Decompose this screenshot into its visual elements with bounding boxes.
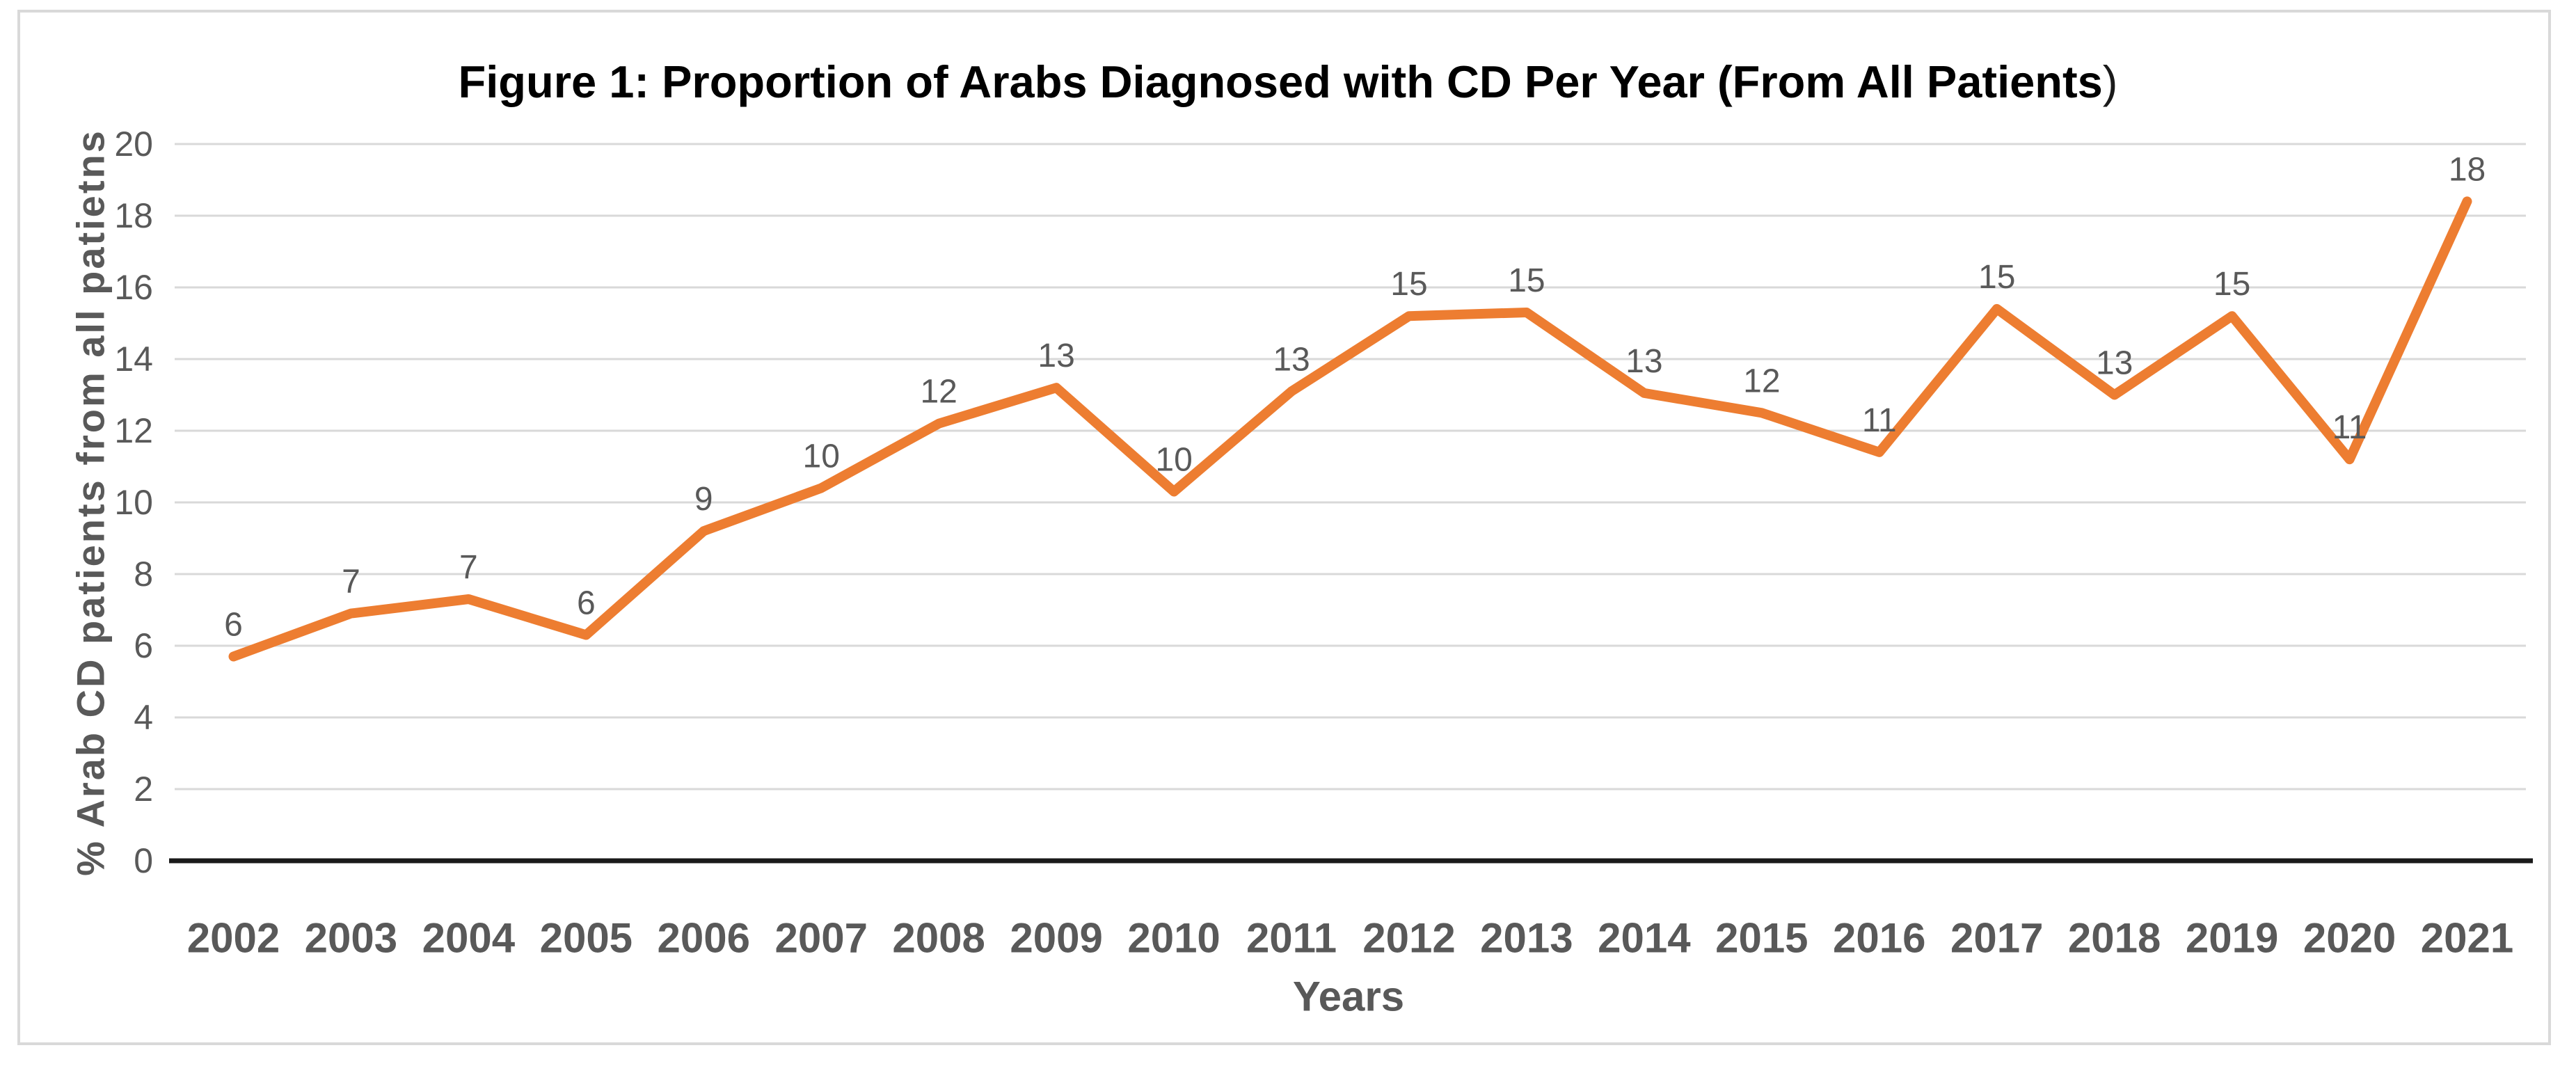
x-tick-label: 2021 bbox=[2421, 915, 2513, 962]
x-tick-label: 2016 bbox=[1833, 915, 1925, 962]
x-tick-label: 2011 bbox=[1246, 915, 1337, 962]
x-tick-label: 2019 bbox=[2186, 915, 2278, 962]
x-tick-label: 2003 bbox=[305, 915, 397, 962]
data-label: 13 bbox=[1273, 341, 1310, 378]
x-tick-label: 2005 bbox=[540, 915, 633, 962]
data-label: 7 bbox=[342, 564, 360, 601]
chart-outer-border bbox=[17, 10, 2551, 1045]
y-tick-label: 8 bbox=[134, 555, 153, 594]
data-label: 11 bbox=[1862, 402, 1897, 439]
x-tick-label: 2018 bbox=[2068, 915, 2161, 962]
x-tick-label: 2017 bbox=[1950, 915, 2043, 962]
data-label: 9 bbox=[694, 481, 713, 518]
data-label: 12 bbox=[920, 374, 957, 411]
y-tick-label: 4 bbox=[134, 698, 153, 737]
data-label: 13 bbox=[2096, 345, 2133, 382]
data-label: 7 bbox=[459, 549, 478, 586]
y-tick-label: 18 bbox=[114, 196, 153, 235]
x-tick-label: 2004 bbox=[422, 915, 516, 962]
data-label: 18 bbox=[2449, 151, 2486, 188]
x-tick-label: 2007 bbox=[774, 915, 867, 962]
x-tick-label: 2002 bbox=[187, 915, 280, 962]
data-label: 6 bbox=[577, 585, 596, 622]
data-label: 12 bbox=[1743, 363, 1780, 399]
data-label: 10 bbox=[1155, 442, 1192, 479]
data-label: 15 bbox=[1390, 266, 1427, 303]
data-label: 15 bbox=[1978, 259, 2015, 296]
x-axis-title: Years bbox=[1292, 973, 1405, 1020]
x-tick-label: 2009 bbox=[1010, 915, 1102, 962]
chart-title: Figure 1: Proportion of Arabs Diagnosed … bbox=[0, 57, 2576, 107]
y-tick-label: 2 bbox=[134, 770, 153, 809]
y-tick-label: 14 bbox=[114, 340, 153, 379]
data-label: 13 bbox=[1037, 337, 1074, 374]
x-tick-label: 2010 bbox=[1127, 915, 1220, 962]
data-label: 10 bbox=[803, 438, 840, 475]
x-tick-label: 2014 bbox=[1598, 915, 1691, 962]
y-tick-label: 20 bbox=[114, 125, 153, 164]
data-label: 11 bbox=[2332, 409, 2367, 446]
data-label: 13 bbox=[1625, 343, 1662, 380]
chart-title-text: Figure 1: Proportion of Arabs Diagnosed … bbox=[458, 56, 2103, 107]
x-tick-label: 2020 bbox=[2303, 915, 2396, 962]
y-tick-label: 16 bbox=[114, 268, 153, 307]
x-tick-label: 2012 bbox=[1362, 915, 1455, 962]
y-tick-label: 12 bbox=[114, 411, 153, 450]
series-line bbox=[228, 196, 2472, 662]
chart-title-paren: ) bbox=[2102, 56, 2118, 107]
x-tick-label: 2015 bbox=[1715, 915, 1808, 962]
y-tick-label: 6 bbox=[134, 626, 153, 665]
data-label: 6 bbox=[224, 606, 243, 643]
x-tick-label: 2013 bbox=[1480, 915, 1573, 962]
data-label: 15 bbox=[1508, 262, 1545, 299]
y-tick-label: 10 bbox=[114, 483, 153, 522]
y-tick-label: 0 bbox=[134, 841, 153, 880]
data-label: 15 bbox=[2213, 266, 2250, 303]
x-tick-label: 2006 bbox=[658, 915, 750, 962]
x-tick-label: 2008 bbox=[892, 915, 985, 962]
